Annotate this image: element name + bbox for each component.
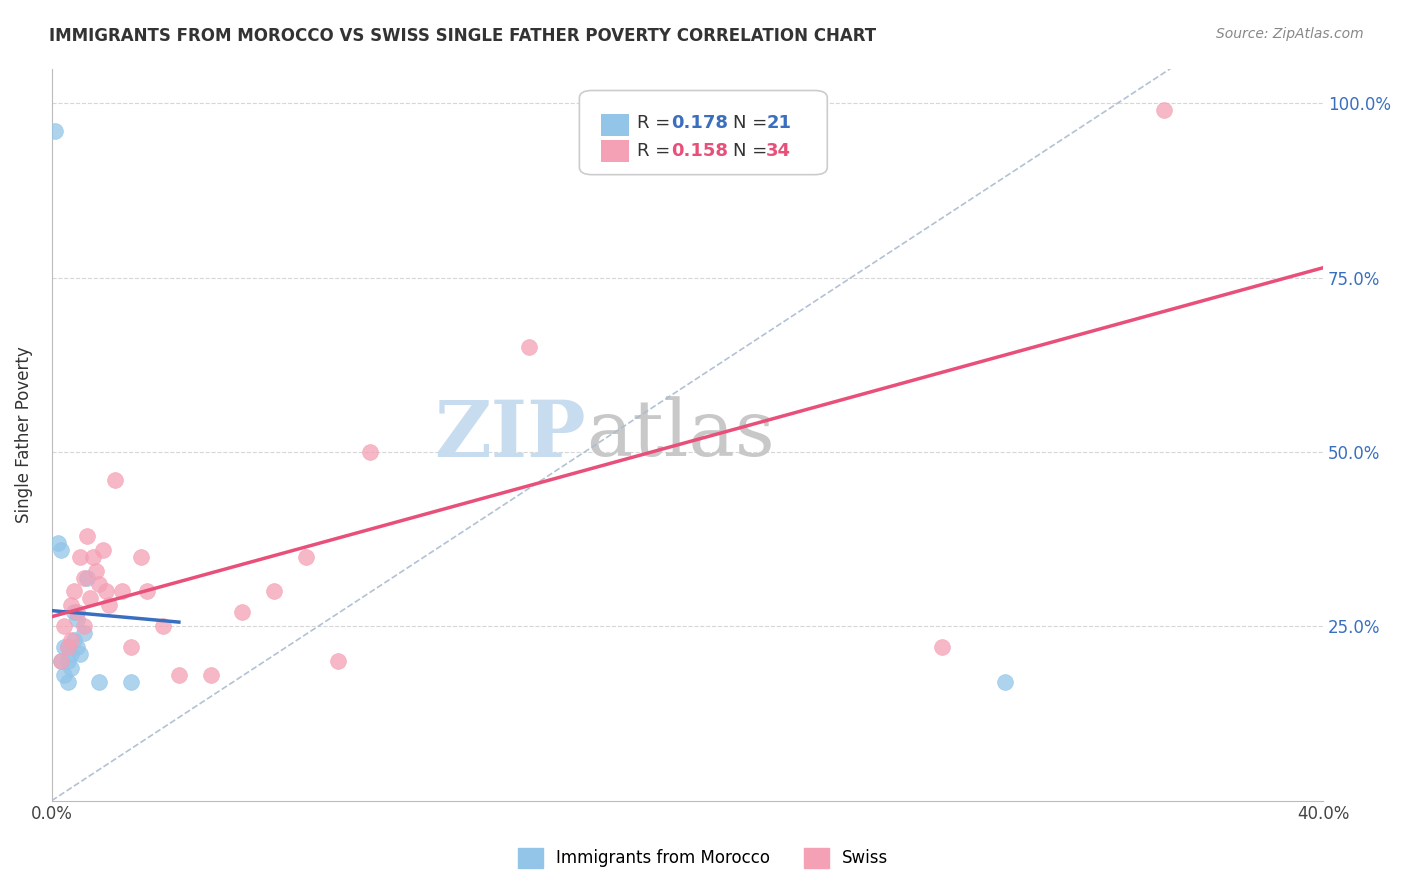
Point [89,577,111,591]
Point [129,549,152,564]
Point [59,647,82,661]
Point [295,549,318,564]
Point [66,606,89,620]
Point [94,584,117,599]
Point [56,640,79,655]
Point [84,564,107,578]
FancyBboxPatch shape [579,90,827,175]
Text: 21: 21 [766,114,792,132]
Point [263,584,285,599]
Point [66,640,89,655]
Point [51,542,73,557]
Point [167,668,190,682]
Point [931,640,953,655]
Point [231,606,253,620]
Text: Source: ZipAtlas.com: Source: ZipAtlas.com [1216,27,1364,41]
Point [56,640,79,655]
Point [89,675,111,690]
Point [72,570,94,584]
Point [63,606,86,620]
Point [63,633,86,648]
Point [59,661,82,675]
Point [111,584,134,599]
Point [53,619,76,633]
Text: IMMIGRANTS FROM MOROCCO VS SWISS SINGLE FATHER POVERTY CORRELATION CHART: IMMIGRANTS FROM MOROCCO VS SWISS SINGLE … [49,27,876,45]
Y-axis label: Single Father Poverty: Single Father Poverty [15,346,32,523]
Text: 0.178: 0.178 [671,114,728,132]
Point [53,668,76,682]
Point [79,591,101,606]
Point [91,542,114,557]
Point [76,570,98,584]
Point [517,340,540,354]
Text: 0.158: 0.158 [671,142,728,160]
Point [120,640,142,655]
Point [69,549,91,564]
Point [104,473,127,487]
Text: atlas: atlas [586,397,775,473]
Text: ZIP: ZIP [434,397,586,473]
Point [63,584,86,599]
Point [51,654,73,668]
Text: 34: 34 [766,142,792,160]
Text: R =: R = [637,142,676,160]
Point [72,619,94,633]
FancyBboxPatch shape [600,114,628,136]
Point [69,647,91,661]
FancyBboxPatch shape [600,140,628,162]
Point [53,640,76,655]
Point [66,612,89,626]
Point [359,445,381,459]
Point [136,584,159,599]
Point [72,626,94,640]
Point [994,675,1017,690]
Point [200,668,222,682]
Legend: Immigrants from Morocco, Swiss: Immigrants from Morocco, Swiss [512,841,894,875]
Point [59,633,82,648]
Point [44,124,66,138]
Point [59,599,82,613]
Point [56,654,79,668]
Point [56,675,79,690]
Point [76,529,98,543]
Point [326,654,349,668]
Point [152,619,174,633]
Point [51,654,73,668]
Text: R =: R = [637,114,676,132]
Text: N =: N = [733,114,773,132]
Point [120,675,142,690]
Point [46,535,69,549]
Text: N =: N = [733,142,773,160]
Point [1153,103,1175,118]
Point [82,549,104,564]
Point [97,599,120,613]
